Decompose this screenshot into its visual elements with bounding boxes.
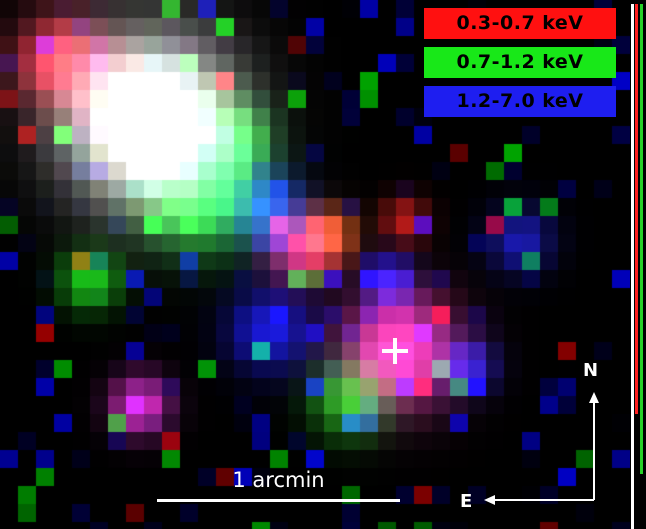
source-crosshair-marker [382, 338, 408, 364]
xray-rgb-image [0, 0, 630, 529]
color-bar-white [631, 4, 634, 529]
compass-east-label: E [460, 491, 473, 512]
color-bar-red [635, 4, 638, 414]
scale-bar-label: 1 arcmin [232, 468, 325, 492]
legend-red-band: 0.3-0.7 keV [424, 8, 616, 39]
legend-blue-band: 1.2-7.0 keV [424, 86, 616, 117]
legend-green-band: 0.7-1.2 keV [424, 47, 616, 78]
color-bar-green [640, 4, 643, 474]
scale-bar-line [157, 499, 400, 502]
compass-north-label: N [583, 360, 599, 381]
